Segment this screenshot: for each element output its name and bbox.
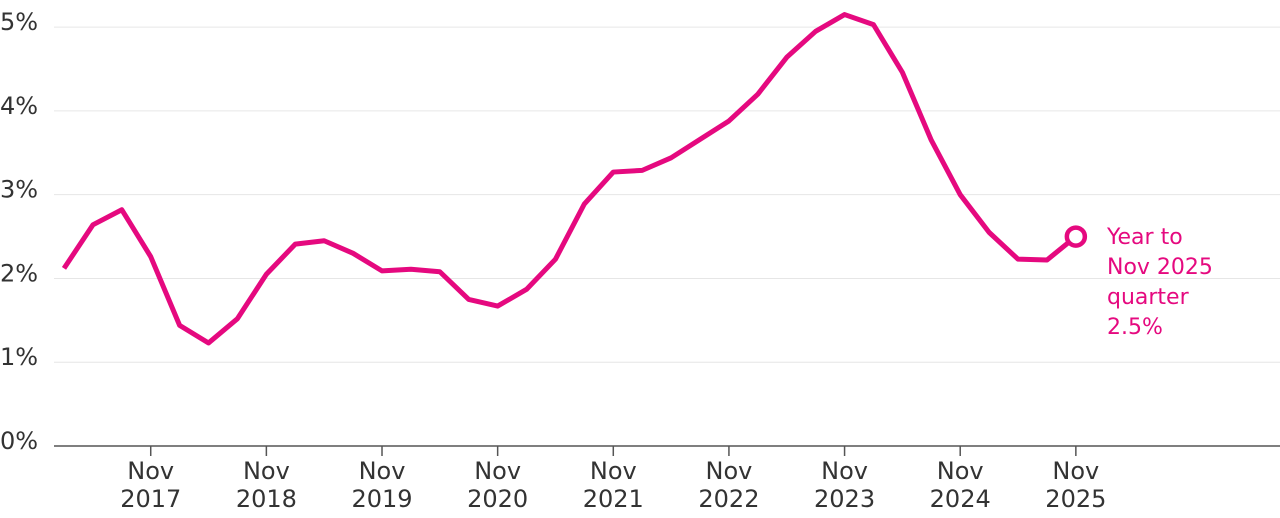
end-marker xyxy=(1064,225,1088,248)
annotation: quarter xyxy=(1107,285,1190,310)
x-tick-label: Nov 2018 xyxy=(236,457,297,513)
annotation: 2.5% xyxy=(1107,315,1163,340)
x-tick-label: Nov 2019 xyxy=(351,457,412,513)
y-tick-label: 3% xyxy=(0,176,38,204)
y-tick-label: 4% xyxy=(0,92,38,120)
x-tick-label: Nov 2024 xyxy=(930,457,991,513)
y-tick-label: 0% xyxy=(0,427,38,455)
x-tick-label: Nov 2022 xyxy=(698,457,759,513)
x-tick-label: Nov 2025 xyxy=(1045,457,1106,513)
annotation: Nov 2025 xyxy=(1107,255,1213,280)
x-tick-label: Nov 2020 xyxy=(467,457,528,513)
x-tick-label: Nov 2023 xyxy=(814,457,875,513)
y-tick-label: 1% xyxy=(0,343,38,371)
x-tick-label: Nov 2021 xyxy=(583,457,644,513)
annotation: Year to xyxy=(1106,225,1183,250)
y-tick-label: 2% xyxy=(0,259,38,287)
y-tick-label: 5% xyxy=(0,8,38,36)
line-series xyxy=(61,12,1078,346)
x-tick-label: Nov 2017 xyxy=(120,457,181,513)
